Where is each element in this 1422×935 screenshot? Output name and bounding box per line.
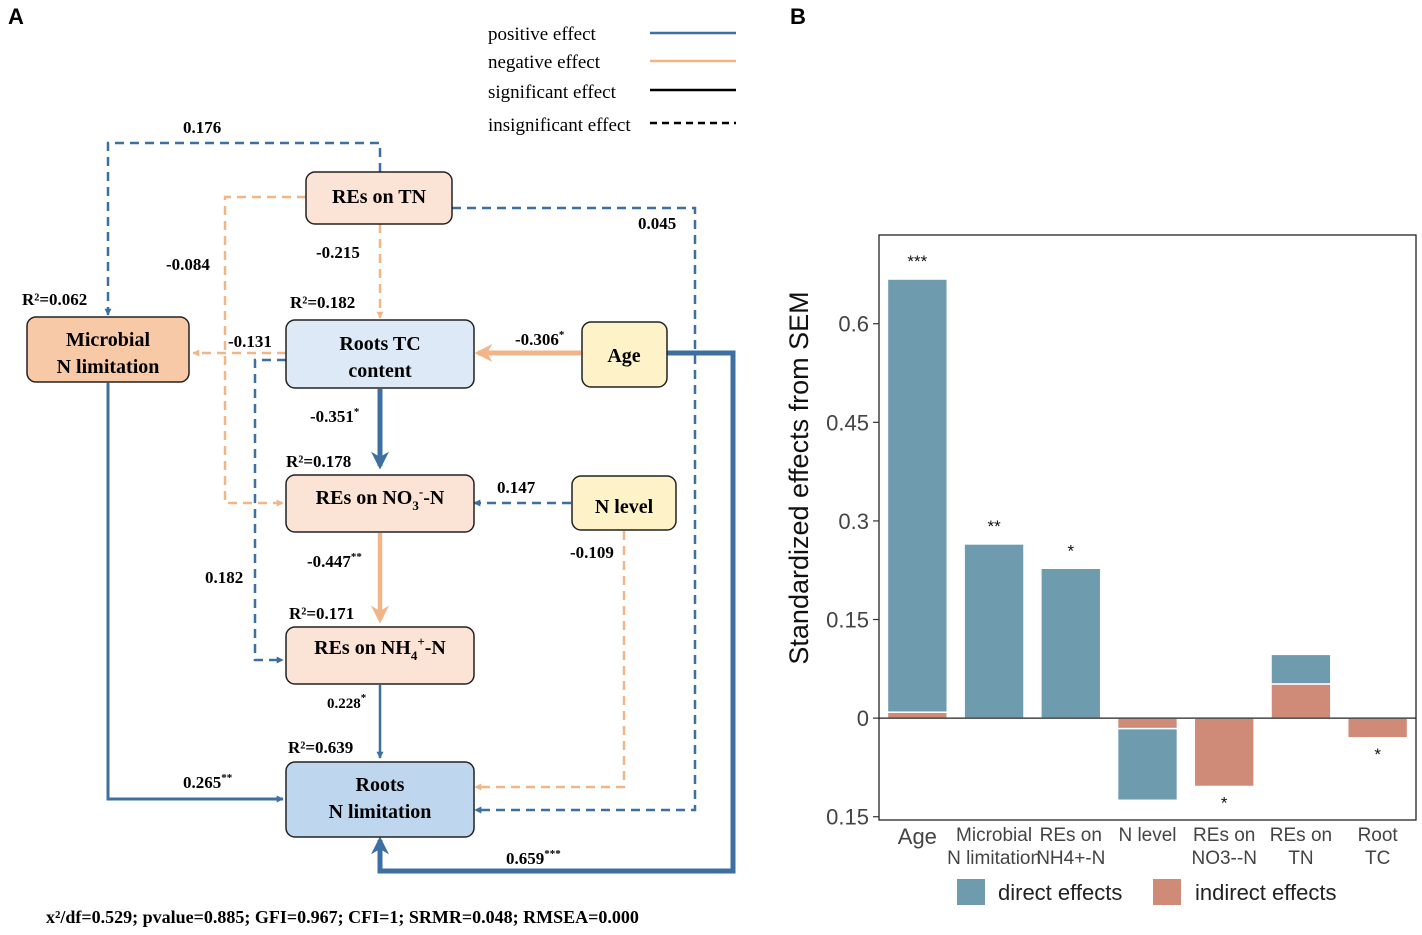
coef-rootstc-nh4: 0.182 bbox=[205, 568, 243, 587]
direct-effect-bar bbox=[1041, 568, 1101, 718]
panel-a: A positive effect negative effect signif… bbox=[8, 4, 736, 927]
node-no3-label: REs on NO3--N bbox=[316, 484, 445, 513]
legend-indirect-swatch bbox=[1153, 879, 1181, 905]
r2-no3: R²=0.178 bbox=[286, 452, 351, 471]
x-tick-label-line1: Microbial bbox=[956, 825, 1032, 846]
node-roots-nlimitation: Roots N limitation bbox=[286, 762, 474, 837]
coef-age-rootstc: -0.306* bbox=[515, 329, 565, 349]
coef-nlevel-nlimitation: -0.109 bbox=[570, 543, 614, 562]
x-tick-label-line1: Root bbox=[1358, 825, 1399, 846]
x-tick-label: Age bbox=[898, 824, 937, 849]
x-tick-label-line2: NH4+-N bbox=[1036, 848, 1105, 869]
y-tick-label: 0.45 bbox=[826, 410, 869, 435]
node-nlevel-label: N level bbox=[595, 496, 654, 518]
coef-tn-microbial: 0.176 bbox=[183, 118, 221, 137]
coef-nlevel-no3: 0.147 bbox=[497, 478, 536, 497]
legend-significant-label: significant effect bbox=[488, 82, 617, 103]
significance-label: * bbox=[1374, 745, 1381, 764]
legend-direct-label: direct effects bbox=[998, 880, 1122, 905]
significance-label: * bbox=[1221, 793, 1228, 812]
indirect-effect-bar bbox=[1348, 718, 1408, 738]
x-tick-label-line1: REs on bbox=[1040, 825, 1102, 846]
legend-indirect-label: indirect effects bbox=[1195, 880, 1336, 905]
direct-effect-bar bbox=[964, 544, 1024, 718]
r2-roots-nlimitation: R²=0.639 bbox=[288, 738, 353, 757]
node-roots-tc-line1: Roots TC bbox=[339, 333, 420, 355]
node-roots-nlimitation-line2: N limitation bbox=[329, 801, 432, 823]
x-tick-label-line1: REs on bbox=[1270, 825, 1332, 846]
node-nh4-label: REs on NH4+-N bbox=[314, 634, 446, 663]
node-roots-nlimitation-line1: Roots bbox=[356, 774, 405, 796]
legend-insignificant-label: insignificant effect bbox=[488, 115, 631, 136]
y-tick-label: 0.3 bbox=[838, 509, 869, 534]
y-axis-title: Standardized effects from SEM bbox=[784, 291, 814, 664]
node-age: Age bbox=[582, 322, 667, 387]
y-tick-label: 0.15 bbox=[826, 805, 869, 830]
r2-roots-tc: R²=0.182 bbox=[290, 293, 355, 312]
x-tick-label-line1: N level bbox=[1118, 825, 1176, 846]
coef-nh4-nlimitation: 0.228* bbox=[327, 692, 367, 712]
path-tn-microbial bbox=[108, 143, 380, 315]
figure-canvas: A positive effect negative effect signif… bbox=[0, 0, 1422, 935]
x-tick-label-line2: TN bbox=[1288, 848, 1313, 869]
y-tick-label: 0.6 bbox=[838, 312, 869, 337]
node-res-tn: REs on TN bbox=[306, 172, 452, 224]
x-tick-label-line1: REs on bbox=[1193, 825, 1255, 846]
indirect-effect-bar bbox=[1271, 684, 1331, 718]
indirect-effect-bar bbox=[887, 712, 947, 718]
direct-effect-bar bbox=[1271, 654, 1331, 684]
node-microbial-line2: N limitation bbox=[57, 356, 160, 378]
coef-tn-nlimitation: 0.045 bbox=[638, 214, 676, 233]
direct-effect-bar bbox=[1118, 729, 1178, 801]
panel-b: B Standardized effects from SEM 0.6 0.45 0… bbox=[784, 4, 1416, 905]
coef-age-nlimitation: 0.659*** bbox=[506, 848, 561, 868]
node-nlevel: N level bbox=[572, 476, 676, 530]
r2-microbial: R²=0.062 bbox=[22, 290, 87, 309]
legend-direct-swatch bbox=[957, 879, 985, 905]
panel-a-label: A bbox=[8, 4, 24, 29]
r2-nh4: R²=0.171 bbox=[289, 604, 354, 623]
legend-positive-label: positive effect bbox=[488, 24, 597, 45]
node-microbial: Microbial N limitation bbox=[27, 317, 189, 382]
y-tick-label: 0.15 bbox=[826, 608, 869, 633]
coef-tn-rootstc: -0.215 bbox=[316, 243, 360, 262]
node-nh4: REs on NH4+-N bbox=[286, 627, 474, 684]
node-roots-tc: Roots TC content bbox=[286, 320, 474, 388]
y-tick-label: 0 bbox=[857, 706, 869, 731]
indirect-effect-bar bbox=[1118, 718, 1178, 729]
legend-negative-label: negative effect bbox=[488, 52, 601, 73]
model-fit-statistics: x²/df=0.529; pvalue=0.885; GFI=0.967; CF… bbox=[46, 907, 639, 927]
x-tick-label-line2: NO3--N bbox=[1191, 848, 1256, 869]
path-nlevel-nlimitation bbox=[475, 531, 624, 787]
node-res-tn-label: REs on TN bbox=[332, 186, 427, 208]
coef-microbial-nlimitation: 0.265** bbox=[183, 772, 233, 792]
panel-b-label: B bbox=[790, 4, 806, 29]
significance-label: *** bbox=[907, 252, 927, 271]
coef-tn-no3: -0.084 bbox=[166, 255, 210, 274]
x-tick-label-line2: N limitation bbox=[947, 848, 1041, 869]
node-microbial-line1: Microbial bbox=[66, 329, 151, 351]
coef-rootstc-no3: -0.351* bbox=[310, 406, 360, 426]
coef-no3-nh4: -0.447** bbox=[307, 551, 362, 571]
significance-label: * bbox=[1067, 541, 1074, 560]
path-microbial-nlimitation bbox=[108, 383, 283, 799]
sem-legend: positive effect negative effect signific… bbox=[488, 24, 736, 136]
node-roots-tc-line2: content bbox=[348, 360, 412, 382]
x-tick-label-line2: TC bbox=[1365, 848, 1390, 869]
direct-effect-bar bbox=[887, 279, 947, 712]
path-rootstc-nh4 bbox=[255, 360, 286, 660]
indirect-effect-bar bbox=[1194, 718, 1254, 786]
node-no3: REs on NO3--N bbox=[286, 475, 474, 532]
node-age-label: Age bbox=[607, 345, 640, 367]
coef-rootstc-microbial: -0.131 bbox=[228, 332, 272, 351]
significance-label: ** bbox=[987, 517, 1001, 536]
